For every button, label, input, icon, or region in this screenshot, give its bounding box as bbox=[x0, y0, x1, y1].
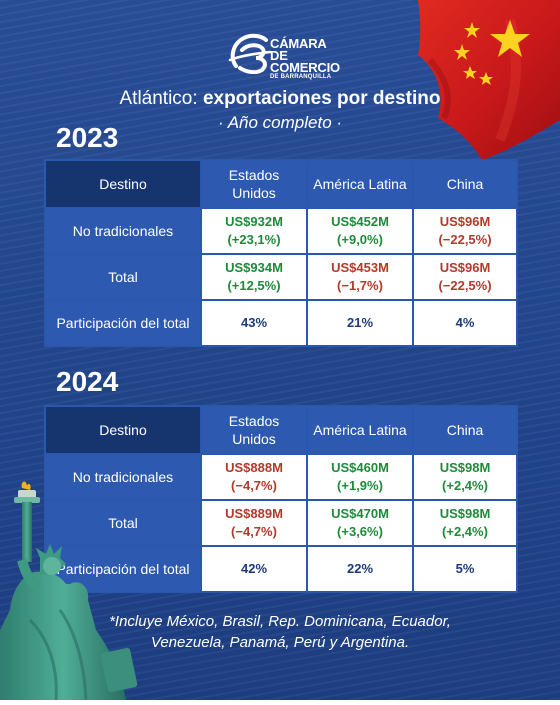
destino-header: Destino bbox=[44, 159, 202, 209]
table-cell: US$934M (+12,5%) bbox=[200, 253, 308, 301]
cell-value: 5% bbox=[455, 561, 475, 576]
row-label: No tradicionales bbox=[44, 207, 202, 255]
table-cell: 22% bbox=[306, 545, 414, 593]
cell-change: (+2,4%) bbox=[442, 478, 488, 493]
row-label: Total bbox=[44, 499, 202, 547]
cell-value: US$98M bbox=[439, 460, 491, 475]
page-subtitle: · Año completo · bbox=[217, 113, 343, 132]
table-cell: 21% bbox=[306, 299, 414, 347]
footnote: *Incluye México, Brasil, Rep. Dominicana… bbox=[0, 611, 560, 653]
table-cell: US$452M (+9,0%) bbox=[306, 207, 414, 255]
cell-value: US$888M bbox=[225, 460, 283, 475]
destino-header: Destino bbox=[44, 405, 202, 455]
table-cell: US$888M (−4,7%) bbox=[200, 453, 308, 501]
cell-change: (+1,9%) bbox=[337, 478, 383, 493]
column-header: América Latina bbox=[306, 405, 414, 455]
cell-value: 22% bbox=[346, 561, 374, 576]
cell-value: US$470M bbox=[331, 506, 389, 521]
table-cell: US$470M (+3,6%) bbox=[306, 499, 414, 547]
cell-change: (+3,6%) bbox=[337, 524, 383, 539]
table-cell: US$453M (−1,7%) bbox=[306, 253, 414, 301]
table-header-row: Destino Estados Unidos América Latina China bbox=[44, 159, 518, 209]
table-row: No tradicionales US$932M (+23,1%) US$452M (+… bbox=[44, 207, 518, 255]
cell-value: US$889M bbox=[225, 506, 283, 521]
column-header: China bbox=[412, 159, 518, 209]
cell-change: (+9,0%) bbox=[337, 232, 383, 247]
row-label: Participación del total bbox=[44, 299, 202, 347]
cell-value: 4% bbox=[455, 315, 475, 330]
table-row: Total US$934M (+12,5%) US$453M (−1,7%) US$96M… bbox=[44, 253, 518, 301]
column-header: Estados Unidos bbox=[200, 159, 308, 209]
table-cell: 43% bbox=[200, 299, 308, 347]
cell-change: (+23,1%) bbox=[227, 232, 281, 247]
title-bold: exportaciones por destino bbox=[202, 88, 441, 109]
column-header: Estados Unidos bbox=[200, 405, 308, 455]
table-cell: US$889M (−4,7%) bbox=[200, 499, 308, 547]
footnote-line-1: *Incluye México, Brasil, Rep. Dominicana… bbox=[109, 613, 451, 630]
cell-change: (+12,5%) bbox=[227, 278, 281, 293]
table-cell: US$98M (+2,4%) bbox=[412, 499, 518, 547]
cell-value: US$96M bbox=[439, 260, 491, 275]
logo-line-1: CÁMARA DE bbox=[270, 36, 327, 63]
cell-change: (−1,7%) bbox=[337, 278, 383, 293]
cell-value: US$934M bbox=[225, 260, 283, 275]
table-cell: US$932M (+23,1%) bbox=[200, 207, 308, 255]
table-cell: US$96M (−22,5%) bbox=[412, 207, 518, 255]
table-cell: US$98M (+2,4%) bbox=[412, 453, 518, 501]
title-prefix: Atlántico: bbox=[119, 88, 203, 109]
table-cell: 42% bbox=[200, 545, 308, 593]
cell-value: US$96M bbox=[439, 214, 491, 229]
cell-value: US$460M bbox=[331, 460, 389, 475]
table-cell: US$460M (+1,9%) bbox=[306, 453, 414, 501]
cell-value: US$452M bbox=[331, 214, 389, 229]
table-cell: US$96M (−22,5%) bbox=[412, 253, 518, 301]
camara-de-comercio-logo: CÁMARA DE COMERCIO DE BARRANQUILLA bbox=[226, 28, 346, 80]
cell-change: (+2,4%) bbox=[442, 524, 488, 539]
cell-value: US$932M bbox=[225, 214, 283, 229]
cell-change: (−4,7%) bbox=[231, 524, 277, 539]
column-header: China bbox=[412, 405, 518, 455]
cell-value: 21% bbox=[346, 315, 374, 330]
china-flag-image bbox=[400, 0, 560, 160]
year-heading-2024: 2024 bbox=[56, 366, 119, 397]
cell-value: US$453M bbox=[331, 260, 389, 275]
page-title: Atlántico: exportaciones por destino bbox=[0, 88, 560, 110]
table-row: Total US$889M (−4,7%) US$470M (+3,6%) US$98M (… bbox=[44, 499, 518, 547]
table-row: Participación del total 43% 21% 4% bbox=[44, 299, 518, 347]
column-header: América Latina bbox=[306, 159, 414, 209]
exports-table-2024: Destino Estados Unidos América Latina China… bbox=[44, 405, 518, 593]
cell-change: (−4,7%) bbox=[231, 478, 277, 493]
footnote-line-2: Venezuela, Panamá, Perú y Argentina. bbox=[150, 634, 410, 651]
cell-change: (−22,5%) bbox=[438, 278, 492, 293]
cell-value: 43% bbox=[240, 315, 268, 330]
row-label: No tradicionales bbox=[44, 453, 202, 501]
cell-value: 42% bbox=[240, 561, 268, 576]
statue-of-liberty-image bbox=[0, 480, 150, 701]
row-label: Total bbox=[44, 253, 202, 301]
table-header-row: Destino Estados Unidos América Latina China bbox=[44, 405, 518, 455]
cell-value: US$98M bbox=[439, 506, 491, 521]
cell-change: (−22,5%) bbox=[438, 232, 492, 247]
logo-line-2: COMERCIO bbox=[270, 60, 340, 75]
table-cell: 5% bbox=[412, 545, 518, 593]
exports-table-2023: Destino Estados Unidos América Latina China… bbox=[44, 159, 518, 347]
chamber-logo-icon bbox=[228, 33, 272, 74]
logo-line-3: DE BARRANQUILLA bbox=[270, 74, 332, 80]
table-row: No tradicionales US$888M (−4,7%) US$460M (+1… bbox=[44, 453, 518, 501]
table-row: Participación del total 42% 22% 5% bbox=[44, 545, 518, 593]
table-cell: 4% bbox=[412, 299, 518, 347]
year-heading-2023: 2023 bbox=[56, 122, 119, 153]
